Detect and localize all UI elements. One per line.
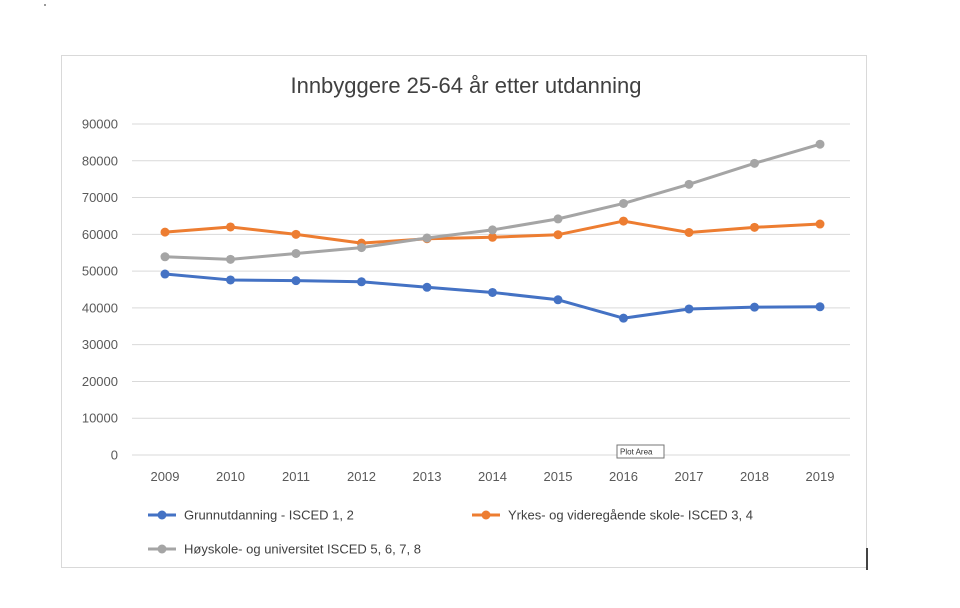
x-tick-label: 2013 [413, 469, 442, 484]
legend-label: Grunnutdanning - ISCED 1, 2 [184, 508, 354, 523]
chart-title: Innbyggere 25-64 år etter utdanning [290, 73, 641, 98]
y-tick-label: 80000 [82, 153, 118, 168]
series-1[interactable] [160, 269, 825, 323]
y-tick-label: 30000 [82, 337, 118, 352]
data-point[interactable] [750, 222, 759, 232]
x-axis: 2009 2010 2011 2012 2013 2014 2015 2016 2017 2018… [151, 469, 835, 484]
x-tick-label: 2018 [740, 469, 769, 484]
x-tick-label: 2017 [675, 469, 704, 484]
legend-marker [481, 510, 491, 520]
x-tick-label: 2011 [282, 469, 310, 484]
data-point[interactable] [553, 230, 563, 240]
data-point[interactable] [291, 276, 301, 286]
data-point[interactable] [357, 277, 366, 287]
series-line[interactable] [163, 142, 822, 261]
y-tick-label: 50000 [82, 264, 118, 279]
plot-area-tooltip: Plot Area [616, 444, 665, 459]
y-tick-label: 10000 [82, 411, 118, 426]
x-tick-label: 2010 [216, 469, 245, 484]
data-point[interactable] [684, 179, 694, 189]
data-point[interactable] [619, 313, 628, 323]
x-tick-label: 2016 [609, 469, 638, 484]
data-point[interactable] [684, 304, 694, 314]
data-point[interactable] [422, 282, 432, 292]
data-point[interactable] [750, 158, 759, 168]
data-point[interactable] [684, 227, 694, 237]
x-tick-label: 2019 [806, 469, 835, 484]
x-tick-label: 2012 [347, 469, 376, 484]
series-3[interactable] [160, 139, 825, 264]
x-tick-label: 2009 [151, 469, 180, 484]
data-point[interactable] [160, 227, 170, 237]
y-tick-label: 60000 [82, 227, 118, 242]
data-point[interactable] [553, 214, 563, 224]
data-point[interactable] [160, 269, 170, 279]
tooltip-label: Plot Area [620, 448, 653, 457]
data-point[interactable] [553, 295, 563, 305]
data-point[interactable] [488, 287, 497, 297]
data-point[interactable] [488, 232, 497, 242]
y-tick-label: 70000 [82, 190, 118, 205]
y-tick-label: 20000 [82, 374, 118, 389]
data-point[interactable] [815, 302, 825, 312]
data-point[interactable] [815, 219, 825, 229]
series-group[interactable] [160, 139, 825, 323]
data-point[interactable] [357, 243, 366, 253]
tooltip-box [616, 444, 665, 459]
data-point[interactable] [422, 233, 432, 243]
y-tick-label: 40000 [82, 300, 118, 315]
data-point[interactable] [226, 254, 235, 264]
legend-marker [157, 510, 167, 520]
legend-item[interactable]: Grunnutdanning - ISCED 1, 2 [148, 508, 354, 523]
corner-speck [44, 4, 46, 6]
y-tick-label: 0 [111, 448, 118, 463]
data-point[interactable] [226, 222, 235, 232]
legend-item[interactable]: Høyskole- og universitet ISCED 5, 6, 7, … [148, 542, 421, 557]
data-point[interactable] [750, 302, 759, 312]
legend-item[interactable]: Yrkes- og videregående skole- ISCED 3, 4 [472, 508, 753, 523]
y-axis: 0 10000 20000 30000 40000 50000 60000 70000 8000… [82, 117, 118, 463]
x-tick-label: 2015 [544, 469, 573, 484]
data-point[interactable] [226, 275, 235, 285]
legend[interactable]: Grunnutdanning - ISCED 1, 2 Yrkes- og vid… [148, 508, 753, 557]
data-point[interactable] [815, 139, 825, 149]
data-point[interactable] [291, 248, 301, 258]
data-point[interactable] [160, 252, 170, 262]
legend-label: Høyskole- og universitet ISCED 5, 6, 7, … [184, 542, 421, 557]
legend-label: Yrkes- og videregående skole- ISCED 3, 4 [508, 508, 753, 523]
data-point[interactable] [619, 216, 628, 226]
x-tick-label: 2014 [478, 469, 507, 484]
chart-area[interactable] [61, 55, 867, 568]
y-tick-label: 90000 [82, 117, 118, 132]
data-point[interactable] [291, 229, 301, 239]
data-point[interactable] [488, 225, 497, 235]
window-edge-mark [866, 548, 868, 570]
legend-marker [157, 544, 167, 554]
data-point[interactable] [619, 198, 628, 208]
